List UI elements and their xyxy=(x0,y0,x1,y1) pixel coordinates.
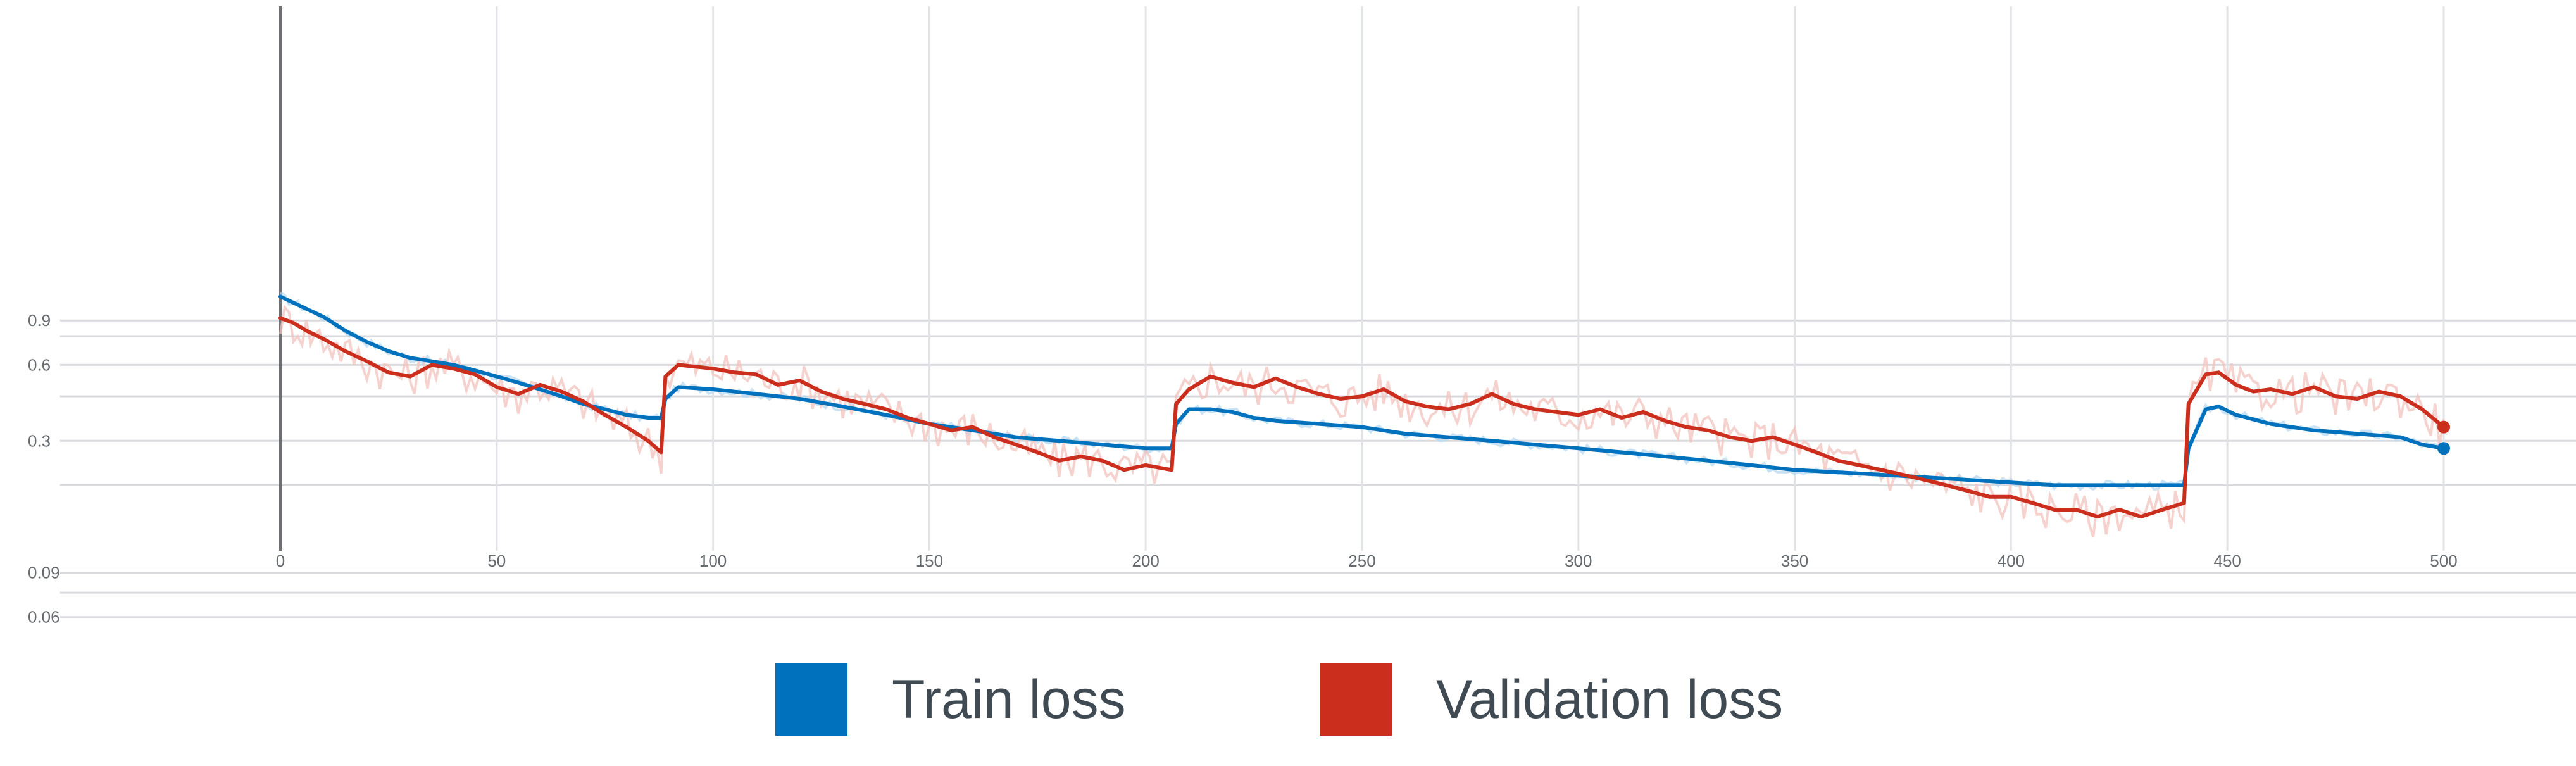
x-tick-label-300: 300 xyxy=(1565,551,1592,570)
x-tick-label-0: 0 xyxy=(276,551,285,570)
legend-item-train: Train loss xyxy=(775,658,1126,741)
grid xyxy=(60,6,2576,618)
x-tick-label-100: 100 xyxy=(699,551,727,570)
series-endpoint-validation xyxy=(2437,420,2450,434)
line-chart: 0 50 100 150 200 250 300 350 400 450 500 0.9 0.6 0.3 0… xyxy=(28,6,2576,703)
legend-label-train: Train loss xyxy=(892,669,1126,730)
x-tick-label-500: 500 xyxy=(2430,551,2457,570)
x-tick-label-200: 200 xyxy=(1132,551,1160,570)
y-tick-label-0.9: 0.9 xyxy=(28,311,51,330)
x-tick-label-350: 350 xyxy=(1781,551,1808,570)
series-endpoint-train xyxy=(2437,442,2450,455)
series-lines xyxy=(278,294,2450,519)
y-tick-label-0.6: 0.6 xyxy=(28,355,51,374)
x-tick-label-400: 400 xyxy=(1998,551,2025,570)
x-tick-label-450: 450 xyxy=(2214,551,2241,570)
legend-item-validation: Validation loss xyxy=(1320,658,1783,741)
legend-label-validation: Validation loss xyxy=(1436,669,1784,730)
legend: Train loss Validation loss xyxy=(0,658,2576,741)
x-tick-label-150: 150 xyxy=(916,551,943,570)
y-tick-label-0.06: 0.06 xyxy=(28,608,60,627)
tick-labels: 0 50 100 150 200 250 300 350 400 450 500 0.9 0.6 0.3 0… xyxy=(28,311,2458,702)
x-tick-label-250: 250 xyxy=(1348,551,1375,570)
y-tick-label-0.3: 0.3 xyxy=(28,431,51,450)
legend-swatch-train xyxy=(775,663,847,736)
series-line-validation xyxy=(278,316,2446,519)
x-tick-label-50: 50 xyxy=(487,551,506,570)
y-tick-label-0.09: 0.09 xyxy=(28,563,60,582)
series-line-train xyxy=(278,294,2446,487)
legend-swatch-validation xyxy=(1320,663,1392,736)
